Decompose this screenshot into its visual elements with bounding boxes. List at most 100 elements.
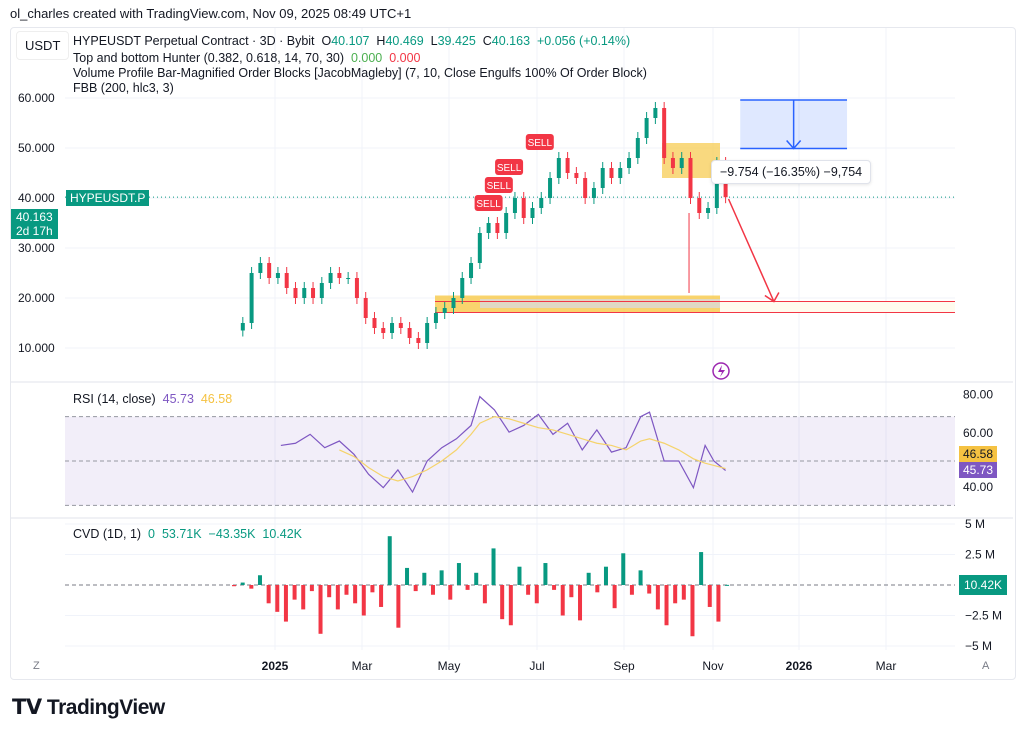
candle	[583, 178, 588, 198]
rsi-ma-line	[339, 415, 726, 482]
cvd-bar	[664, 585, 669, 626]
measure-tooltip: −9.754 (−16.35%) −9,754	[711, 160, 872, 184]
cvd-bar	[655, 585, 660, 610]
last-price: 40.163	[16, 210, 53, 224]
candle	[284, 273, 289, 288]
cvd-bar	[673, 585, 678, 604]
flash-icon	[712, 362, 730, 380]
cvd-bar	[232, 585, 237, 587]
cvd-value: −43.35K	[208, 527, 256, 541]
close-label: C	[482, 34, 492, 48]
cvd-bar	[560, 585, 565, 616]
candle	[591, 188, 596, 198]
candle	[556, 158, 561, 178]
cvd-bar	[439, 570, 444, 585]
candle	[425, 323, 430, 343]
cvd-bar	[482, 585, 487, 604]
cvd-bar	[690, 585, 695, 637]
candle	[477, 233, 482, 263]
cvd-bar	[396, 585, 401, 628]
sell-signal	[474, 195, 503, 211]
cvd-bar	[612, 585, 617, 609]
rsi-ma-price-tag: 46.58	[959, 446, 998, 462]
candle	[267, 263, 272, 278]
cvd-bar	[474, 572, 479, 585]
cvd-bar	[517, 566, 522, 585]
indicator-value: 0.000	[389, 51, 421, 65]
price-axis-tick: 60.000	[18, 91, 55, 105]
candle	[249, 273, 254, 323]
cvd-bar	[448, 585, 453, 600]
candle	[512, 198, 517, 213]
cvd-bar	[526, 585, 531, 595]
sell-signal-label: SELL	[497, 163, 522, 174]
close-value: 40.163	[491, 34, 531, 48]
candle	[381, 328, 386, 333]
candle	[390, 323, 395, 333]
symbol-title: HYPEUSDT Perpetual Contract · 3D · Bybit	[73, 34, 315, 48]
auto-scale-z-button[interactable]: Z	[33, 660, 40, 672]
sell-signal	[525, 134, 554, 150]
indicator-legend-order-blocks[interactable]: Volume Profile Bar-Magnified Order Block…	[73, 66, 647, 80]
cvd-bar	[569, 585, 574, 598]
candle	[328, 273, 333, 283]
candle	[530, 208, 535, 218]
cvd-bar	[681, 585, 686, 600]
candle	[521, 198, 526, 218]
cvd-bar	[275, 585, 280, 612]
low-label: L	[430, 34, 438, 48]
open-value: 40.107	[331, 34, 370, 48]
indicator-legend-hunter[interactable]: Top and bottom Hunter (0.382, 0.618, 14,…	[73, 51, 420, 65]
sell-signal	[484, 177, 513, 193]
candle	[319, 283, 324, 298]
indicator-legend-fbb[interactable]: FBB (200, hlc3, 3)	[73, 81, 174, 95]
sell-signal-label: SELL	[487, 181, 512, 192]
currency-button[interactable]: USDT	[16, 31, 70, 60]
candle	[609, 168, 614, 178]
cvd-bar	[621, 553, 626, 585]
candle	[258, 263, 263, 273]
cvd-bar	[283, 585, 288, 622]
candle	[653, 108, 658, 118]
candle	[407, 328, 412, 338]
candle	[442, 308, 447, 313]
cvd-bar	[456, 563, 461, 585]
candle	[354, 278, 359, 298]
rsi-price-tag: 45.73	[959, 462, 998, 478]
low-value: 39.425	[437, 34, 476, 48]
rsi-value: 45.73	[162, 392, 194, 406]
candle	[486, 223, 491, 233]
cvd-bar	[595, 585, 600, 593]
cvd-bar	[240, 582, 245, 585]
auto-scale-a-button[interactable]: A	[982, 660, 990, 672]
candle	[451, 298, 456, 308]
candle	[275, 273, 280, 278]
cvd-bar	[430, 585, 435, 595]
indicator-name: Top and bottom Hunter (0.382, 0.618, 14,…	[73, 51, 345, 65]
sell-signal-label: SELL	[476, 199, 501, 210]
cvd-bar	[379, 585, 384, 607]
tradingview-logo[interactable]: 𝗧𝗩 TradingView	[12, 695, 165, 720]
cvd-bar	[543, 563, 548, 585]
indicator-value: 0.000	[350, 51, 383, 65]
time-axis-tick: Nov	[702, 659, 723, 673]
cvd-value: 0	[148, 527, 155, 541]
time-axis-tick: Jul	[529, 659, 544, 673]
cvd-bar	[301, 585, 306, 610]
candle	[372, 318, 377, 328]
candle	[548, 178, 553, 198]
candle	[574, 173, 579, 178]
cvd-axis-tick: 5 M	[965, 517, 985, 531]
candle	[240, 323, 245, 331]
candle	[416, 338, 421, 343]
cvd-legend[interactable]: CVD (1D, 1) 0 53.71K −43.35K 10.42K	[73, 527, 302, 541]
rsi-legend[interactable]: RSI (14, close) 45.73 46.58	[73, 392, 232, 406]
chart-credit: ol_charles created with TradingView.com,…	[10, 6, 412, 21]
symbol-legend[interactable]: HYPEUSDT Perpetual Contract · 3D · Bybit…	[73, 34, 630, 48]
flash-icon-glyph	[718, 365, 725, 377]
symbol-price-tag: HYPEUSDT.P	[66, 190, 150, 206]
candle	[433, 313, 438, 323]
time-axis-tick: Mar	[876, 659, 897, 673]
cvd-bar	[508, 585, 513, 626]
